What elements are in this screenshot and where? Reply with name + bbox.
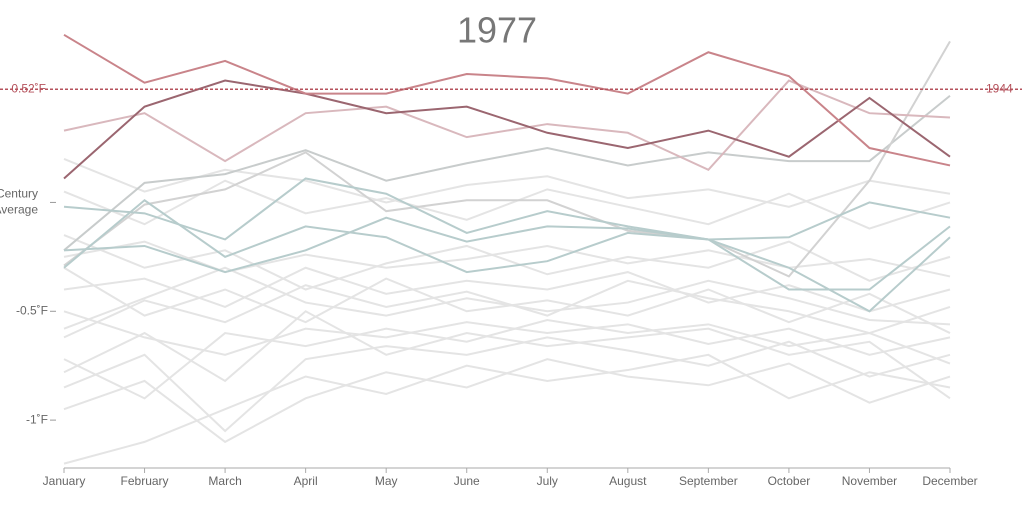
reference-label: 0.52˚F — [11, 81, 46, 95]
series-line — [63, 358, 951, 444]
series-line — [63, 310, 951, 356]
series-line — [63, 353, 951, 465]
chart-title: 1977 — [457, 10, 537, 51]
series-line — [63, 266, 951, 334]
series-line — [63, 94, 951, 252]
series-line — [63, 157, 951, 208]
x-tick-label: August — [609, 474, 647, 488]
series-line — [63, 310, 951, 400]
series-line — [63, 33, 951, 167]
x-tick-label: September — [679, 474, 738, 488]
x-tick-label: July — [537, 474, 558, 488]
y-tick-label: -0.5˚F — [16, 303, 48, 317]
x-tick-label: December — [922, 474, 977, 488]
series-line — [63, 279, 951, 339]
series-line — [63, 336, 951, 433]
x-tick-label: March — [208, 474, 241, 488]
series-line — [63, 216, 951, 291]
series-line — [63, 177, 951, 241]
x-tick-label: January — [43, 474, 86, 488]
reference-year: 1944 — [986, 81, 1013, 95]
series-line — [63, 240, 951, 278]
x-tick-label: April — [294, 474, 318, 488]
x-tick-label: November — [842, 474, 897, 488]
series-line — [63, 179, 951, 230]
y-tick-label: -1˚F — [26, 412, 48, 426]
x-tick-label: February — [121, 474, 169, 488]
series-line — [63, 79, 951, 172]
y-tick-label: 20th CenturyAverage — [0, 187, 38, 217]
series-line — [63, 318, 951, 400]
series-line — [63, 79, 951, 180]
series-line — [63, 266, 951, 330]
series-line — [63, 234, 951, 291]
series-line — [63, 40, 951, 278]
x-tick-label: May — [375, 474, 398, 488]
series-line — [63, 199, 951, 313]
x-tick-label: June — [454, 474, 480, 488]
x-tick-label: October — [768, 474, 811, 488]
